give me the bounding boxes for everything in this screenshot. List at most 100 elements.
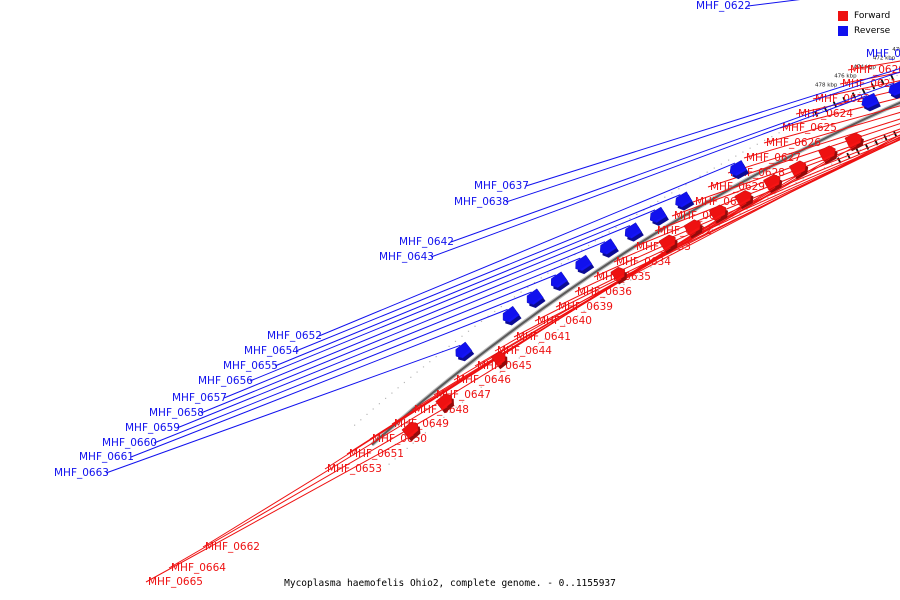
gene-label[interactable]: MHF_0662 — [205, 541, 260, 553]
gene-label[interactable]: MHF_0625 — [782, 122, 837, 134]
gene-label[interactable]: MHF_0652 — [267, 330, 322, 342]
gene-label[interactable]: MHF_0629 — [710, 181, 765, 193]
gene-mhf-0661[interactable]: MHF_0661 — [79, 305, 522, 463]
gene-label[interactable]: MHF_0624 — [798, 108, 853, 120]
gene-label[interactable]: MHF_0653 — [327, 463, 382, 475]
gene-label[interactable]: MHF_0651 — [349, 448, 404, 460]
gene-label[interactable]: MHF_0659 — [125, 422, 180, 434]
gene-label[interactable]: MHF_0654 — [244, 345, 299, 357]
gene-label[interactable]: MHF_0660 — [102, 437, 157, 449]
guide-dot — [499, 371, 501, 374]
gene-arrow-highlight — [866, 101, 879, 109]
gene-arrow[interactable] — [734, 190, 752, 207]
gene-leader-line — [153, 291, 532, 444]
guide-dot — [650, 205, 652, 207]
gene-mhf-0655[interactable]: MHF_0655 — [223, 206, 669, 372]
gene-label[interactable]: MHF_0665 — [148, 576, 203, 588]
gene-arrow[interactable] — [401, 421, 419, 439]
forward-swatch-icon — [838, 10, 848, 21]
gene-mhf-0663[interactable]: MHF_0663 — [54, 341, 475, 479]
gene-label[interactable]: MHF_0623 — [815, 93, 870, 105]
gene-arrow[interactable] — [455, 341, 473, 359]
gene-arrow-highlight — [793, 168, 805, 177]
gene-leader-line — [295, 194, 681, 352]
gene-mhf-0652[interactable]: MHF_0652 — [267, 160, 749, 342]
guide-dot — [531, 347, 533, 350]
guide-dot — [704, 232, 706, 234]
gene-mhf-0622[interactable]: MHF_0622 — [696, 0, 900, 12]
gene-label[interactable]: MHF_0636 — [577, 286, 632, 298]
gene-mhf-0660[interactable]: MHF_0660 — [102, 288, 546, 449]
guide-dot — [630, 279, 632, 281]
gene-mhf-0620[interactable]: MHF_0620 — [847, 0, 900, 76]
legend-label-forward: Forward — [854, 10, 891, 21]
gene-mhf-0659[interactable]: MHF_0659 — [125, 271, 570, 434]
gene-mhf-0638[interactable]: MHF_0638 — [454, 38, 900, 208]
gene-label[interactable]: MHF_0638 — [454, 196, 509, 208]
gene-mhf-0653[interactable]: MHF_0653 — [324, 266, 627, 475]
guide-dot — [422, 366, 425, 368]
gene-mhf-0658[interactable]: MHF_0658 — [149, 254, 595, 419]
gene-arrow[interactable] — [844, 132, 862, 149]
guide-dot — [778, 132, 780, 134]
guide-dot — [443, 416, 445, 418]
guide-dot — [859, 149, 861, 151]
gene-mhf-0657[interactable]: MHF_0657 — [172, 238, 619, 404]
tick-mark — [842, 96, 847, 103]
gene-label[interactable]: MHF_0643 — [379, 251, 434, 263]
guide-dot — [354, 424, 356, 426]
guide-dot — [533, 282, 536, 284]
gene-mhf-0625[interactable]: MHF_0625 — [779, 0, 900, 134]
guide-dot — [474, 325, 476, 327]
gene-label[interactable]: MHF_0663 — [54, 467, 109, 479]
gene-mhf-0665[interactable]: MHF_0665 — [145, 421, 421, 588]
outer-guide-dots — [354, 74, 898, 426]
gene-mhf-0642[interactable]: MHF_0642 — [399, 81, 900, 248]
gene-arrow[interactable] — [550, 271, 568, 288]
gene-mhf-0643[interactable]: MHF_0643 — [379, 92, 881, 263]
guide-dot — [699, 175, 701, 177]
gene-leader-line — [223, 241, 606, 399]
gene-arrow[interactable] — [435, 393, 453, 411]
gene-label[interactable]: MHF_0637 — [474, 180, 529, 192]
gene-label[interactable]: MHF_0661 — [79, 451, 134, 463]
gene-mhf-0654[interactable]: MHF_0654 — [244, 191, 695, 357]
guide-dot — [650, 266, 652, 268]
guide-dot — [845, 156, 847, 158]
gene-label[interactable]: MHF_0642 — [399, 236, 454, 248]
gene-leader-line — [727, 118, 900, 174]
gene-leader-line — [168, 406, 448, 569]
guide-dot — [728, 159, 730, 161]
gene-label[interactable]: MHF_0627 — [746, 152, 801, 164]
guide-dot — [505, 367, 508, 369]
gene-mhf-0656[interactable]: MHF_0656 — [198, 222, 644, 387]
guide-dot — [430, 427, 433, 429]
gene-label[interactable]: MHF_0658 — [149, 407, 204, 419]
guide-dot — [487, 315, 489, 317]
gene-mhf-0623[interactable]: MHF_0623 — [812, 0, 900, 105]
gene-mhf-0629[interactable]: MHF_0629 — [707, 0, 900, 193]
gene-mhf-0637[interactable]: MHF_0637 — [474, 28, 900, 192]
gene-mhf-0662[interactable]: MHF_0662 — [202, 351, 508, 553]
gene-mhf-0624[interactable]: MHF_0624 — [795, 0, 900, 120]
gene-arrow[interactable] — [575, 254, 593, 272]
gene-label[interactable]: MHF_0656 — [198, 375, 253, 387]
gene-label[interactable]: MHF_0619 — [866, 48, 900, 60]
tick-mark — [883, 134, 888, 142]
gene-arrow-highlight — [532, 296, 544, 305]
gene-arrow-highlight — [605, 246, 617, 255]
guide-dot — [378, 403, 380, 405]
guide-dot — [412, 442, 414, 444]
guide-dot — [767, 197, 769, 199]
gene-label[interactable]: MHF_0664 — [171, 562, 226, 574]
guide-dot — [500, 306, 502, 308]
gene-label[interactable]: MHF_0655 — [223, 360, 278, 372]
gene-arrow-highlight — [441, 400, 452, 410]
gene-label[interactable]: MHF_0622 — [696, 0, 751, 12]
guide-dot — [512, 362, 514, 364]
gene-label[interactable]: MHF_0657 — [172, 392, 227, 404]
gene-mhf-0619[interactable]: MHF_0619 — [866, 0, 900, 60]
gene-label[interactable]: MHF_0620 — [850, 64, 900, 76]
gene-leader-line — [430, 95, 868, 258]
gene-mhf-0664[interactable]: MHF_0664 — [168, 393, 454, 574]
